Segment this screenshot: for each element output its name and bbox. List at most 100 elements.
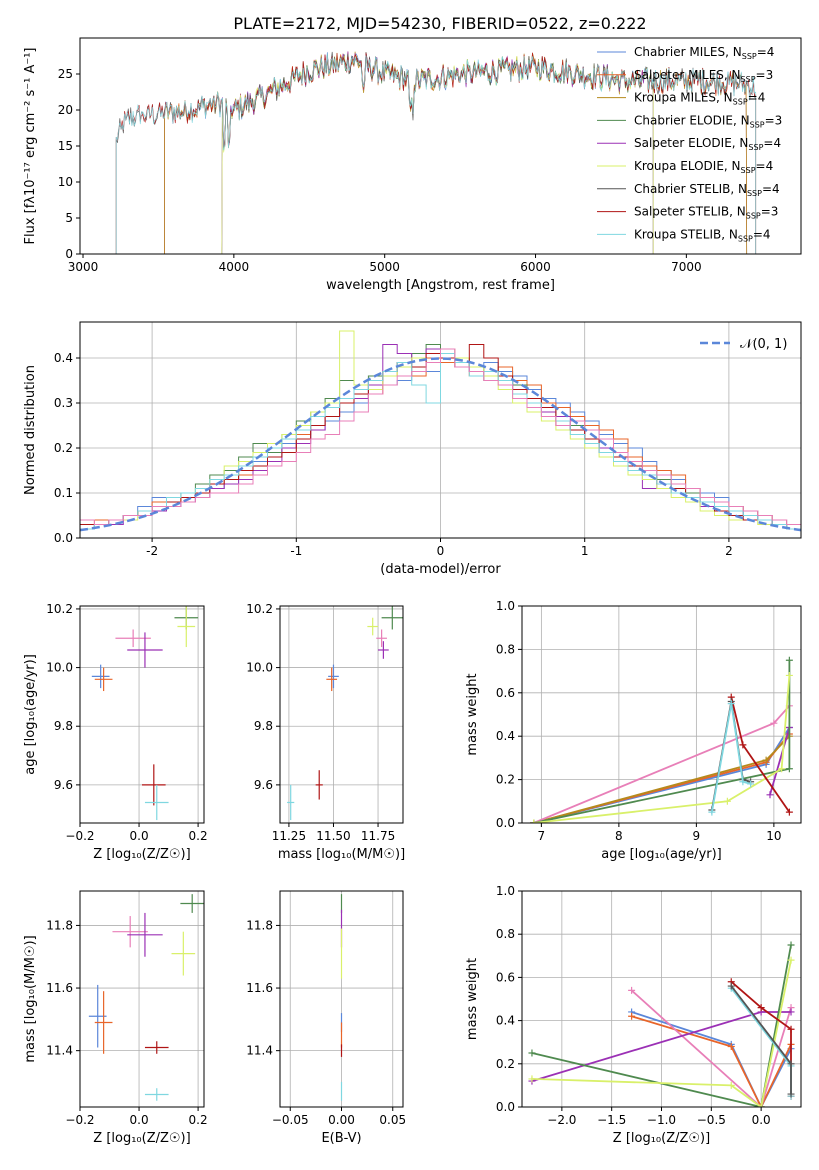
errorbar-point (144, 1041, 169, 1054)
spectrum-xlabel: wavelength [Angstrom, rest frame] (326, 278, 555, 293)
weight-marker (770, 719, 778, 727)
weight_vs_age-xtick-label: 9 (693, 829, 701, 843)
mass_vs_Z-ytick-label: 11.4 (46, 1044, 73, 1058)
errorbar-point (127, 912, 163, 957)
errorbar-point (326, 667, 338, 692)
weight_vs_age-ytick-label: 0.8 (496, 642, 515, 656)
errorbar-point (144, 1088, 169, 1101)
spectrum-plot-area (115, 51, 757, 254)
weight-marker (757, 1004, 765, 1012)
weight-marker (739, 778, 747, 786)
mass_vs_Z-xtick-label: −0.2 (65, 1113, 94, 1127)
mass_vs_Z-ylabel: mass [log₁₀(M/M☉)] (23, 935, 38, 1062)
errorbar-point (144, 784, 169, 821)
errorbar-point (171, 931, 196, 976)
legend-entry: Chabrier ELODIE, NSSP=3 (634, 113, 782, 129)
legend-entry: Kroupa MILES, NSSP=4 (634, 91, 765, 107)
age_vs_Z-frame (79, 605, 205, 824)
weight_vs_Z-xtick-label: −1.0 (647, 1113, 676, 1127)
mass_vs_Z-xlabel: Z [log₁₀(Z/Z☉)] (93, 1131, 190, 1146)
legend-entry: Chabrier STELIB, NSSP=4 (634, 182, 780, 198)
weight_vs_Z-ytick-label: 0.4 (496, 1014, 515, 1028)
mass_vs_EBV-xtick-label: −0.05 (272, 1113, 309, 1127)
weight-line (630, 989, 792, 1107)
weight-marker (787, 1060, 795, 1068)
spectrum-model-line (115, 53, 757, 254)
age_vs_Z-ytick-label: 9.8 (54, 719, 73, 733)
age_vs_mass-xtick-label: 11.50 (316, 829, 350, 843)
weight_vs_Z-ytick-label: 1.0 (496, 884, 515, 898)
weight_vs_Z-xtick-label: 0.0 (752, 1113, 771, 1127)
residuals-xtick-label: -1 (290, 544, 302, 558)
mass_vs_Z-ytick-label: 11.8 (46, 918, 73, 932)
residuals-xtick-label: 2 (725, 544, 733, 558)
errorbar-point (127, 632, 163, 668)
weight-line (531, 959, 792, 1107)
spectrum-ytick-label: 10 (58, 175, 73, 189)
weight_vs_age-ytick-label: 0.6 (496, 686, 515, 700)
weight_vs_age-xtick-label: 10 (766, 829, 781, 843)
spectrum-legend: Chabrier MILES, NSSP=4 Salpeter MILES, NS… (597, 45, 782, 243)
residuals-ytick-label: 0.0 (54, 531, 73, 545)
spectrum-xtick-label: 6000 (520, 260, 551, 274)
mass_vs_Z-xtick-label: 0.0 (130, 1113, 149, 1127)
residuals-ytick-label: 0.1 (54, 486, 73, 500)
age_vs_mass-xlabel: mass [log₁₀(M/M☉)] (278, 847, 405, 862)
weight_vs_age-panel: 7 8 9 10 0.0 0.2 0.4 0.6 0.8 1.0 age [log₁₀(age/yr… (465, 599, 802, 862)
weight-marker (787, 941, 795, 949)
errorbar-point (94, 667, 113, 692)
weight_vs_Z-ytick-label: 0.8 (496, 927, 515, 941)
errorbar-point (340, 1022, 343, 1048)
age_vs_mass-ytick-label: 9.6 (254, 778, 273, 792)
errorbar-point (315, 770, 323, 800)
age_vs_Z-ytick-label: 10.0 (46, 661, 73, 675)
mass_vs_Z-frame (79, 890, 205, 1108)
weight_vs_Z-xlabel: Z [log₁₀(Z/Z☉)] (613, 1131, 710, 1146)
age_vs_Z-ylabel: age [log₁₀(age/yr)] (23, 654, 38, 775)
errorbar-point (94, 991, 113, 1054)
figure-title: PLATE=2172, MJD=54230, FIBERID=0522, z=0… (233, 14, 646, 33)
weight-marker (727, 982, 735, 990)
weight_vs_Z-xtick-label: −1.5 (597, 1113, 626, 1127)
errorbar-point (378, 641, 389, 659)
legend-entry: Chabrier MILES, NSSP=4 (634, 45, 774, 61)
mass_vs_EBV-panel: −0.05 0.00 0.05 11.4 11.6 11.8 E(B-V) (246, 890, 406, 1146)
mass_vs_Z-panel: −0.2 0.0 0.2 11.4 11.6 11.8 Z [log₁₀(Z/Z☉)] mas… (23, 890, 208, 1146)
weight_vs_age-xtick-label: 8 (615, 829, 623, 843)
weight-marker (628, 1012, 636, 1020)
legend-entry: Salpeter MILES, NSSP=3 (634, 68, 773, 84)
weight_vs_age-ytick-label: 0.2 (496, 773, 515, 787)
weight-marker (757, 1103, 765, 1107)
spectrum-ylabel: Flux [fλ10⁻¹⁷ erg cm⁻² s⁻¹ A⁻¹] (23, 48, 38, 245)
weight-marker (747, 780, 755, 788)
weight_vs_Z-ytick-label: 0.6 (496, 970, 515, 984)
spectrum-xtick-label: 7000 (671, 260, 702, 274)
weight_vs_Z-ytick-label: 0.2 (496, 1057, 515, 1071)
weight-marker (785, 808, 793, 816)
residual-histogram (80, 348, 801, 525)
legend-entry: Salpeter ELODIE, NSSP=4 (634, 136, 781, 152)
age_vs_mass-panel: 11.25 11.50 11.75 9.6 9.8 10.0 10.2 mass [log₁₀… (246, 602, 405, 862)
weight_vs_age-xtick-label: 7 (538, 829, 546, 843)
weight_vs_Z-ytick-label: 0.0 (496, 1100, 515, 1114)
weight-marker (787, 1025, 795, 1033)
residuals-panel: 𝒩(0, 1) -2 -1 0 1 2 0.0 0.1 0.2 0.3 0.4 (data-model… (23, 321, 802, 577)
weight-marker (628, 986, 636, 994)
weight-marker (785, 656, 793, 664)
age_vs_mass-ytick-label: 9.8 (254, 719, 273, 733)
age_vs_Z-xtick-label: 0.2 (189, 829, 208, 843)
weight-marker (530, 819, 538, 823)
errorbar-point (367, 617, 379, 636)
age_vs_Z-ytick-label: 9.6 (54, 778, 73, 792)
weight_vs_age-plot-area (530, 656, 793, 823)
spectrum-ytick-label: 15 (58, 139, 73, 153)
age_vs_Z-xtick-label: 0.0 (130, 829, 149, 843)
weight_vs_age-ytick-label: 1.0 (496, 599, 515, 613)
legend-entry: Salpeter STELIB, NSSP=3 (634, 205, 778, 221)
age_vs_mass-ytick-label: 10.2 (246, 602, 273, 616)
age_vs_mass-xtick-label: 11.25 (272, 829, 306, 843)
weight-marker (787, 1090, 795, 1098)
weight-line (531, 944, 792, 1107)
